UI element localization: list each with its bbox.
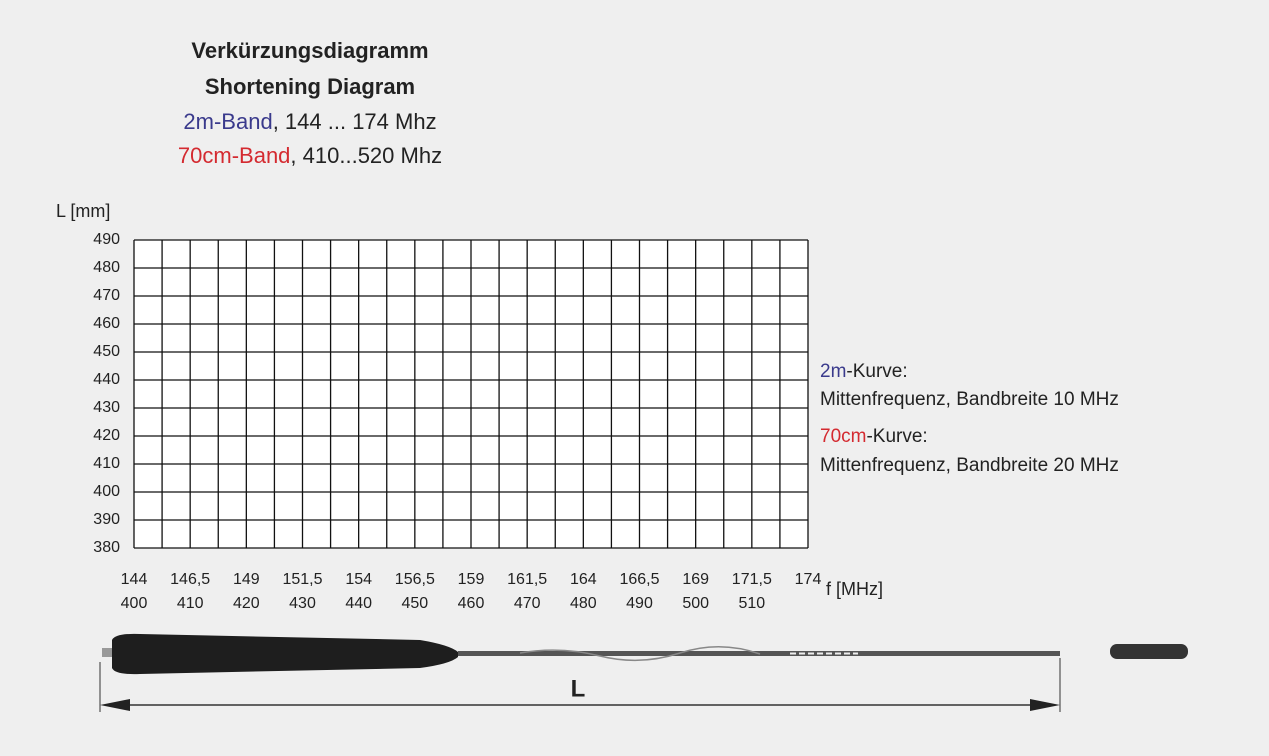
y-tick-label: 480 [93, 259, 120, 276]
x2-tick-label: 450 [401, 595, 428, 612]
x-tick-label: 161,5 [507, 571, 547, 588]
y-tick-label: 470 [93, 287, 120, 304]
annotation: 2m-Kurve: [820, 361, 908, 382]
annotation: 70cm-Kurve: [820, 426, 928, 447]
x-tick-label: 171,5 [732, 571, 772, 588]
antenna-thread [102, 648, 112, 657]
x-tick-label: 144 [121, 571, 148, 588]
y-tick-label: 430 [93, 399, 120, 416]
x-tick-label: 166,5 [619, 571, 659, 588]
x2-tick-label: 400 [121, 595, 148, 612]
x2-tick-label: 500 [682, 595, 709, 612]
annotation: Mittenfrequenz, Bandbreite 10 MHz [820, 389, 1119, 410]
annotation: Mittenfrequenz, Bandbreite 20 MHz [820, 455, 1119, 476]
x2-tick-label: 430 [289, 595, 316, 612]
x-tick-label: 149 [233, 571, 260, 588]
y-tick-label: 450 [93, 343, 120, 360]
chart-title: Shortening Diagram [205, 74, 415, 99]
x-tick-label: 154 [345, 571, 372, 588]
subtitle-text: , 144 ... 174 Mhz [273, 109, 437, 134]
x-tick-label: 156,5 [395, 571, 435, 588]
x-tick-label: 159 [458, 571, 485, 588]
y-tick-label: 380 [93, 539, 120, 556]
annotation-label: 70cm [820, 426, 866, 447]
x2-tick-label: 420 [233, 595, 260, 612]
antenna-base [112, 634, 458, 674]
chart: Verkürzungsdiagramm Shortening Diagram 2… [0, 0, 1269, 756]
y-tick-label: 420 [93, 427, 120, 444]
antenna-cap [1110, 644, 1188, 659]
x-tick-label: 164 [570, 571, 597, 588]
subtitle-text: , 410...520 Mhz [290, 143, 442, 168]
x2-tick-label: 470 [514, 595, 541, 612]
series-name: 2m-Band [183, 109, 272, 134]
x2-tick-label: 510 [738, 595, 765, 612]
y-axis-label: L [mm] [56, 201, 110, 221]
x2-tick-label: 440 [345, 595, 372, 612]
x2-tick-label: 480 [570, 595, 597, 612]
annotation-text: -Kurve: [846, 361, 907, 382]
x-tick-label: 151,5 [282, 571, 322, 588]
x-axis-label: f [MHz] [826, 579, 883, 599]
annotation-label: 2m [820, 361, 846, 382]
x-tick-label: 174 [795, 571, 822, 588]
subtitle: 2m-Band, 144 ... 174 Mhz [183, 109, 436, 134]
y-tick-label: 410 [93, 455, 120, 472]
x-tick-label: 169 [682, 571, 709, 588]
x2-tick-label: 410 [177, 595, 204, 612]
subtitle: 70cm-Band, 410...520 Mhz [178, 143, 442, 168]
y-tick-label: 440 [93, 371, 120, 388]
x-tick-label: 146,5 [170, 571, 210, 588]
y-tick-label: 390 [93, 511, 120, 528]
y-tick-label: 400 [93, 483, 120, 500]
series-name: 70cm-Band [178, 143, 291, 168]
annotation-text: -Kurve: [866, 426, 927, 447]
x2-tick-label: 460 [458, 595, 485, 612]
chart-title: Verkürzungsdiagramm [191, 38, 428, 63]
y-tick-label: 490 [93, 231, 120, 248]
dimension-label: L [571, 675, 586, 702]
y-tick-label: 460 [93, 315, 120, 332]
x2-tick-label: 490 [626, 595, 653, 612]
